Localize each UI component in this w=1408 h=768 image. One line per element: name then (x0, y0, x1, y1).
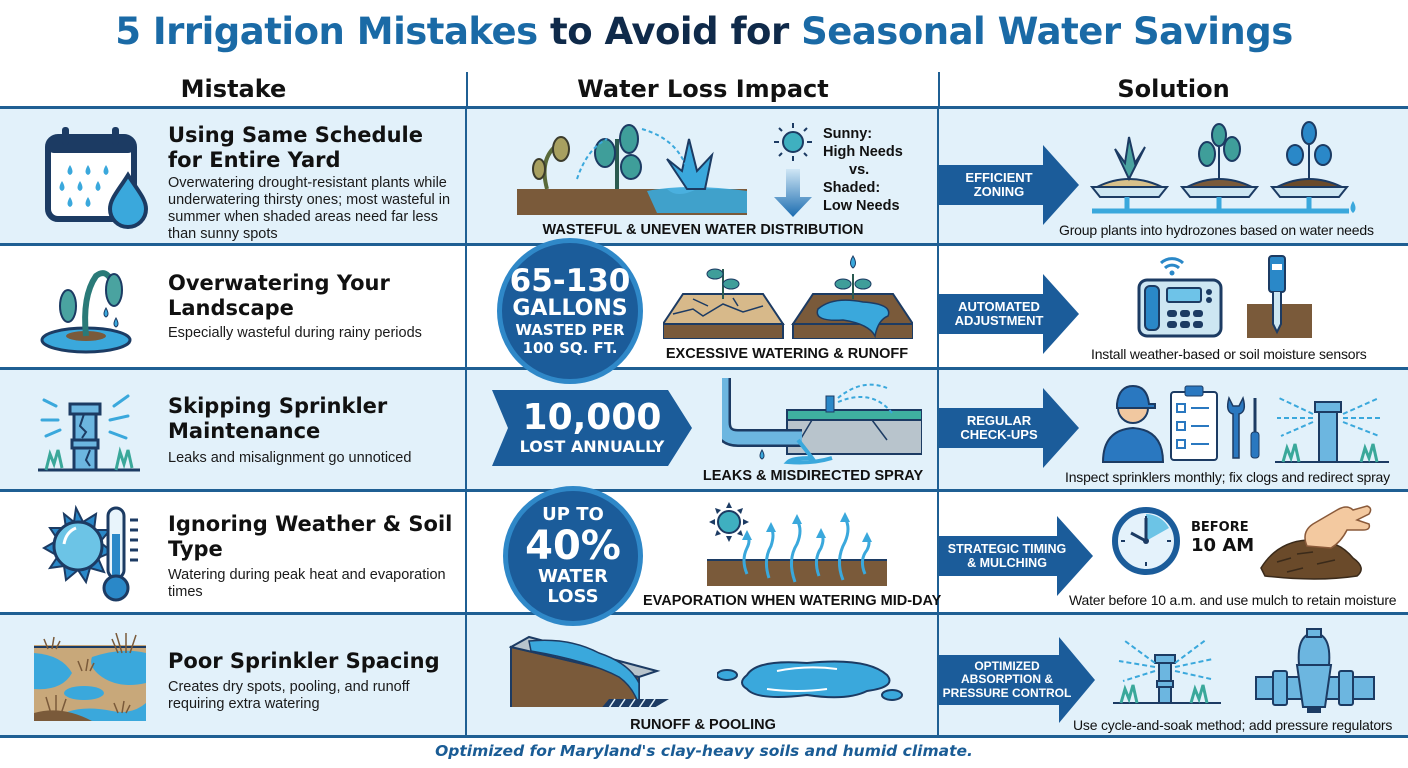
solution-caption: Install weather-based or soil moisture s… (1091, 346, 1367, 362)
solution-arrow-strategic-timing: STRATEGIC TIMING & MULCHING (939, 516, 1095, 596)
impact-label: EVAPORATION WHEN WATERING MID-DAY (643, 593, 942, 609)
calendar-rain-icon (40, 125, 160, 229)
solution-cell: AUTOMATED ADJUSTMENT Install weather-base… (939, 246, 1408, 367)
dry-vs-flooded-soil-icon (663, 254, 913, 339)
solution-cell: STRATEGIC TIMING & MULCHING BEFORE 10 AM … (939, 492, 1408, 612)
smart-controller-sensor-icon (1137, 254, 1337, 344)
mistake-cell: Skipping Sprinkler Maintenance Leaks and… (0, 370, 467, 489)
mistake-title: Poor Sprinkler Spacing (168, 649, 440, 673)
solution-arrow-automated-adjustment: AUTOMATED ADJUSTMENT (939, 274, 1079, 354)
runoff-drain-icon (509, 627, 719, 707)
mistake-cell: Ignoring Weather & Soil Type Watering du… (0, 492, 467, 612)
page-title: 5 Irrigation Mistakes to Avoid for Seaso… (0, 10, 1408, 53)
clock-icon (1111, 506, 1181, 576)
solution-caption: Water before 10 a.m. and use mulch to re… (1069, 592, 1397, 608)
hydrozone-planters-icon (1087, 119, 1367, 219)
mistake-title: Overwatering Your Landscape (168, 271, 390, 320)
solution-caption: Group plants into hydrozones based on wa… (1059, 222, 1374, 238)
sunny-vs-shaded-note: Sunny: High Needs vs. Shaded: Low Needs (823, 126, 903, 214)
drooping-plant-puddle-icon (36, 256, 156, 356)
solution-arrow-efficient-zoning: EFFICIENT ZONING (939, 145, 1079, 225)
column-header-solution: Solution (1117, 75, 1230, 103)
impact-cell: UP TO 40% WATER LOSS EVAPORATION WHEN WA… (467, 486, 942, 626)
table-row: Skipping Sprinkler Maintenance Leaks and… (0, 367, 1408, 489)
mistake-title: Skipping Sprinkler Maintenance (168, 394, 388, 443)
impact-label: LEAKS & MISDIRECTED SPRAY (702, 468, 924, 484)
mistake-cell: Using Same Schedule for Entire Yard Over… (0, 109, 467, 243)
footer-note: Optimized for Maryland's clay-heavy soil… (435, 742, 973, 760)
title-part-1: 5 Irrigation Mistakes (115, 10, 538, 53)
impact-cell: 65-130 GALLONS WASTED PER 100 SQ. FT. EX… (467, 238, 939, 384)
solution-cell: OPTIMIZED ABSORPTION & PRESSURE CONTROL Us… (939, 615, 1408, 735)
mistake-description: Leaks and misalignment go unnoticed (168, 450, 412, 466)
table-row: Using Same Schedule for Entire Yard Over… (0, 106, 1408, 243)
puddle-icon (717, 655, 907, 705)
broken-sprinkler-icon (36, 380, 156, 480)
table-row: Poor Sprinkler Spacing Creates dry spots… (0, 612, 1408, 738)
sun-icon (772, 121, 814, 163)
solution-arrow-optimized-absorption: OPTIMIZED ABSORPTION & PRESSURE CONTROL (939, 637, 1095, 723)
mistake-description: Creates dry spots, pooling, and runoff r… (168, 679, 410, 712)
mistake-cell: Overwatering Your Landscape Especially w… (0, 246, 467, 367)
stat-badge-water-loss: UP TO 40% WATER LOSS (503, 486, 643, 626)
sprinkler-pressure-regulator-icon (1111, 625, 1381, 715)
clock-label: BEFORE 10 AM (1191, 520, 1255, 556)
mistake-description: Overwatering drought-resistant plants wh… (168, 175, 451, 242)
impact-label: RUNOFF & POOLING (630, 717, 776, 733)
column-header-impact: Water Loss Impact (577, 75, 829, 103)
solution-caption: Use cycle-and-soak method; add pressure … (1073, 717, 1393, 733)
mistake-title: Ignoring Weather & Soil Type (168, 512, 453, 561)
impact-cell: Sunny: High Needs vs. Shaded: Low Needs … (467, 109, 939, 243)
table-row: Ignoring Weather & Soil Type Watering du… (0, 486, 1408, 626)
mistake-description: Watering during peak heat and evaporatio… (168, 567, 446, 600)
impact-label: EXCESSIVE WATERING & RUNOFF (665, 346, 909, 362)
impact-label: WASTEFUL & UNEVEN WATER DISTRIBUTION (542, 222, 864, 238)
mistake-description: Especially wasteful during rainy periods (168, 325, 422, 341)
mistake-cell: Poor Sprinkler Spacing Creates dry spots… (0, 615, 467, 735)
table-row: Overwatering Your Landscape Especially w… (0, 238, 1408, 384)
uneven-plants-icon (517, 119, 747, 219)
title-part-3: Seasonal Water Savings (801, 10, 1293, 53)
column-divider (938, 72, 940, 108)
mistake-title: Using Same Schedule for Entire Yard (168, 123, 423, 172)
stat-badge-lost-annually: 10,000 LOST ANNUALLY (492, 390, 692, 466)
impact-cell: RUNOFF & POOLING (467, 615, 939, 735)
stat-badge-gallons: 65-130 GALLONS WASTED PER 100 SQ. FT. (497, 238, 643, 384)
mulch-hand-icon (1257, 502, 1377, 582)
column-headers: Mistake Water Loss Impact Solution (0, 70, 1408, 108)
evaporation-icon (707, 500, 907, 590)
technician-checklist-tools-icon (1099, 378, 1399, 463)
impact-cell: 10,000 LOST ANNUALLY LEAKS & MISDIRECTED… (467, 370, 939, 489)
column-header-mistake: Mistake (180, 75, 287, 103)
solution-caption: Inspect sprinklers monthly; fix clogs an… (1065, 469, 1390, 485)
sun-thermometer-icon (36, 500, 156, 602)
solution-cell: EFFICIENT ZONING Group plants into hydroz… (939, 109, 1408, 243)
solution-arrow-regular-checkups: REGULAR CHECK-UPS (939, 388, 1079, 468)
dry-pooled-lawn-icon (32, 633, 152, 733)
solution-cell: REGULAR CHECK-UPS Inspect sprinklers mont… (939, 370, 1408, 489)
column-divider (466, 72, 468, 108)
title-part-2: to Avoid for (537, 10, 802, 53)
leaking-pipe-icon (722, 378, 922, 468)
arrow-down-icon (774, 169, 812, 217)
